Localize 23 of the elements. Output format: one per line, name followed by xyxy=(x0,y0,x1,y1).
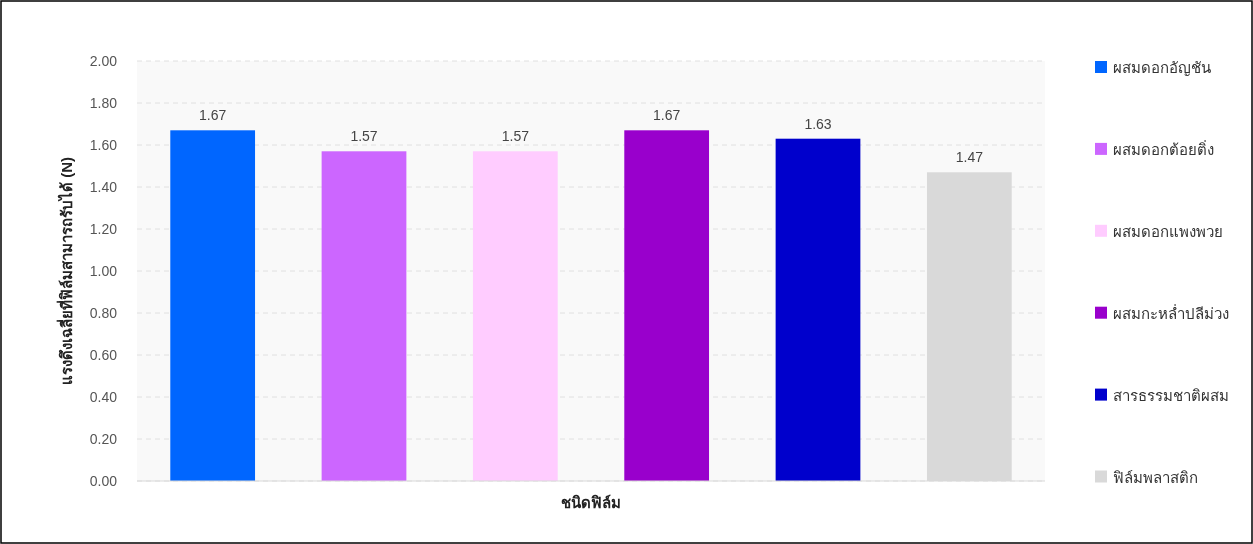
y-tick-label: 0.20 xyxy=(89,431,118,447)
y-axis-title: แรงดึงเฉลี่ยที่ฟิล์มสามารถรับได้ (N) xyxy=(56,157,75,385)
data-label: 1.57 xyxy=(501,128,530,145)
legend-label: ฟิล์มพลาสติก xyxy=(1113,468,1198,486)
data-label: 1.47 xyxy=(955,149,984,166)
y-tick-label: 1.40 xyxy=(89,179,118,195)
y-tick-label: 0.00 xyxy=(89,473,118,489)
y-tick-label: 1.00 xyxy=(89,263,118,279)
legend-label: ผสมดอกอัญชัน xyxy=(1113,59,1211,76)
y-tick-label: 1.20 xyxy=(89,221,118,237)
y-tick-label: 1.60 xyxy=(89,137,118,153)
data-label: 1.57 xyxy=(350,128,378,145)
y-tick-label: 0.40 xyxy=(89,389,118,405)
y-tick-label: 1.80 xyxy=(89,95,118,111)
y-tick-label: 2.00 xyxy=(89,53,118,69)
legend-label: ผสมกะหล่ำปลีม่วง xyxy=(1113,302,1229,322)
data-label: 1.63 xyxy=(804,115,832,132)
data-label: 1.67 xyxy=(199,107,227,124)
y-tick-label: 0.60 xyxy=(89,347,118,363)
x-axis-title: ชนิดฟิล์ม xyxy=(561,494,621,511)
data-label: 1.67 xyxy=(653,107,681,124)
legend-label: ผสมดอกต้อยติ่ง xyxy=(1113,138,1214,158)
y-tick-label: 0.80 xyxy=(89,305,118,321)
